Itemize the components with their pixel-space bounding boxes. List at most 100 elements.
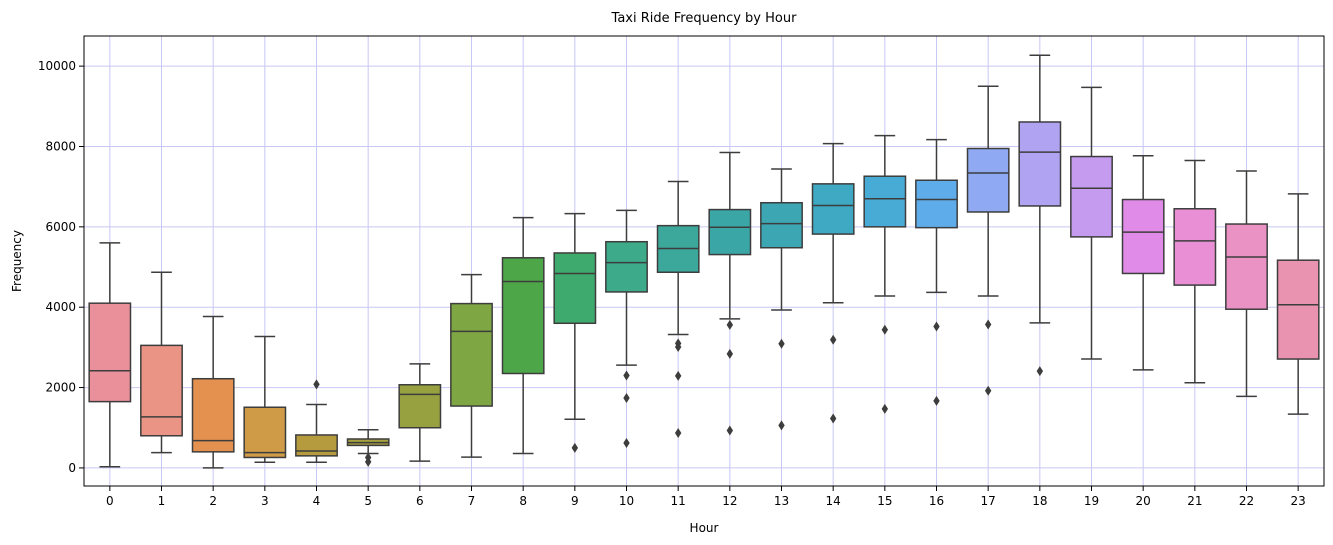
y-tick-label: 4000	[45, 300, 76, 314]
y-tick-label: 8000	[45, 139, 76, 153]
box-iqr	[1173, 208, 1217, 286]
outlier-point	[984, 385, 992, 396]
x-tick-label: 7	[468, 494, 476, 508]
outlier-point	[674, 370, 682, 381]
box-iqr	[243, 406, 287, 459]
box-iqr	[398, 384, 442, 429]
box-iqr	[140, 344, 183, 437]
outlier-point	[881, 403, 889, 414]
outlier-point	[674, 341, 682, 352]
outlier-point	[726, 348, 734, 359]
plot-frame	[83, 35, 1325, 487]
box-hour-22	[1225, 170, 1268, 398]
outlier-point	[571, 442, 579, 453]
box-hour-18	[1018, 54, 1062, 377]
box-iqr	[295, 434, 338, 457]
x-tick-label: 12	[722, 494, 737, 508]
x-tick-label: 10	[619, 494, 634, 508]
box-hour-10	[605, 209, 648, 449]
x-tick-label: 1	[158, 494, 166, 508]
outlier-point	[829, 413, 837, 424]
outlier-point	[1036, 366, 1044, 377]
box-hour-1	[140, 271, 183, 454]
x-tick-label: 14	[826, 494, 841, 508]
y-tick-label: 0	[68, 461, 76, 475]
x-tick-label: 18	[1032, 494, 1047, 508]
box-iqr	[811, 183, 855, 235]
box-hour-20	[1121, 154, 1165, 371]
chart-title: Taxi Ride Frequency by Hour	[611, 11, 798, 26]
x-axis-ticks: 0 1 2 3 4 5 6 7 8 9 10 11 12 13 14 15 16 17 18 19 20 21 22 23	[106, 486, 1306, 508]
outlier-point	[933, 395, 940, 406]
box-hour-6	[398, 363, 442, 462]
box-iqr	[1018, 121, 1062, 207]
box-hour-15	[863, 134, 907, 414]
x-tick-label: 23	[1291, 494, 1306, 508]
y-tick-label: 6000	[45, 220, 76, 234]
outlier-point	[726, 319, 734, 330]
x-tick-label: 5	[364, 494, 372, 508]
outlier-point	[313, 379, 320, 390]
box-iqr	[1121, 198, 1165, 275]
x-tick-label: 13	[774, 494, 789, 508]
y-axis-ticks: 0 2000 4000 6000 8000 10000	[38, 59, 84, 475]
outlier-point	[364, 452, 372, 463]
box-iqr	[1225, 223, 1268, 310]
box-iqr	[553, 252, 597, 325]
box-hour-8	[501, 216, 545, 455]
box-hour-17	[966, 85, 1010, 396]
x-tick-label: 3	[261, 494, 269, 508]
outlier-point	[933, 321, 940, 332]
box-hour-9	[553, 212, 597, 453]
box-iqr	[863, 175, 907, 228]
x-tick-label: 11	[671, 494, 686, 508]
boxes	[88, 54, 1320, 469]
box-iqr	[501, 257, 545, 375]
box-hour-14	[811, 142, 855, 424]
x-tick-label: 15	[877, 494, 892, 508]
box-iqr	[1276, 259, 1320, 360]
x-axis-label: Hour	[690, 521, 719, 535]
x-tick-label: 8	[519, 494, 527, 508]
box-iqr	[191, 377, 235, 453]
outlier-point	[726, 425, 734, 436]
outlier-point	[623, 393, 630, 404]
x-tick-label: 9	[571, 494, 579, 508]
box-hour-2	[191, 315, 235, 469]
outlier-point	[881, 324, 889, 335]
outlier-point	[623, 370, 630, 381]
y-tick-label: 2000	[45, 381, 76, 395]
x-tick-label: 21	[1187, 494, 1202, 508]
box-iqr	[760, 201, 803, 249]
x-tick-label: 2	[209, 494, 217, 508]
x-tick-label: 19	[1084, 494, 1099, 508]
x-tick-label: 4	[313, 494, 321, 508]
box-hour-0	[88, 242, 132, 468]
box-iqr	[88, 302, 132, 403]
y-tick-label: 10000	[38, 59, 76, 73]
box-iqr	[450, 302, 493, 407]
box-hour-23	[1276, 193, 1320, 415]
outlier-point	[778, 338, 785, 349]
box-hour-11	[656, 180, 700, 438]
x-tick-label: 6	[416, 494, 424, 508]
box-iqr	[1070, 155, 1113, 238]
outlier-point	[778, 420, 785, 431]
outlier-point	[674, 427, 682, 438]
outlier-point	[829, 334, 837, 345]
box-iqr	[915, 179, 958, 229]
y-axis-label: Frequency	[10, 230, 24, 292]
x-tick-label: 0	[106, 494, 114, 508]
x-tick-label: 16	[929, 494, 944, 508]
box-iqr	[966, 147, 1010, 213]
outlier-point	[623, 438, 630, 449]
box-hour-13	[760, 168, 803, 431]
box-hour-7	[450, 273, 493, 458]
box-hour-19	[1070, 86, 1113, 360]
x-tick-label: 17	[981, 494, 996, 508]
box-hour-5	[346, 429, 390, 467]
box-iqr	[708, 208, 752, 256]
box-iqr	[605, 240, 648, 293]
box-hour-3	[243, 335, 287, 464]
